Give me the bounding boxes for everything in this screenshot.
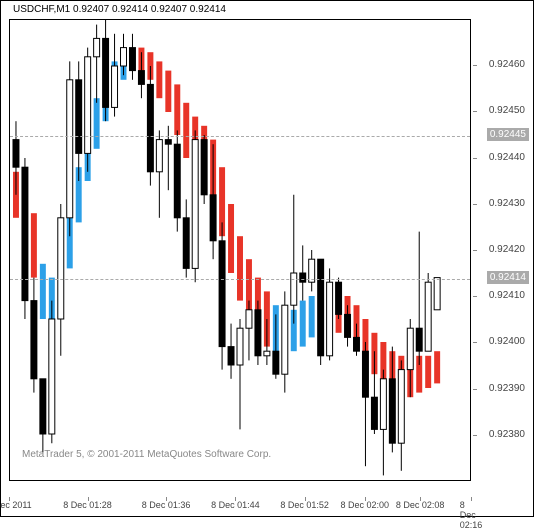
x-tick-label: 8 Dec 02:16 — [460, 500, 483, 530]
chart-title-ohlc: USDCHF,M1 0.92407 0.92414 0.92407 0.9241… — [13, 4, 226, 15]
y-tick-label: 0.92440 — [489, 152, 525, 163]
y-tick-label: 0.92380 — [489, 429, 525, 440]
x-tick-label: 8 Dec 01:44 — [211, 500, 260, 510]
y-tick-label: 0.92410 — [489, 290, 525, 301]
ohlc-values: 0.92407 0.92414 0.92407 0.92414 — [73, 4, 226, 15]
price-label: 0.92414 — [487, 271, 529, 284]
chart-svg — [10, 20, 470, 480]
y-tick-label: 0.92430 — [489, 198, 525, 209]
y-tick-label: 0.92460 — [489, 59, 525, 70]
x-axis: 8 Dec 20118 Dec 01:288 Dec 01:368 Dec 01… — [9, 500, 471, 514]
chart-container: USDCHF,M1 0.92407 0.92414 0.92407 0.9241… — [0, 0, 534, 517]
y-tick-label: 0.92420 — [489, 244, 525, 255]
x-tick-label: 8 Dec 01:28 — [63, 500, 112, 510]
symbol-title: USDCHF,M1 — [13, 4, 70, 15]
y-axis: 0.92380 0.92390 0.92400 0.92410 0.92420 0.924… — [473, 19, 529, 481]
price-label: 0.92445 — [487, 128, 529, 141]
copyright-text: MetaTrader 5, © 2001-2011 MetaQuotes Sof… — [22, 449, 271, 460]
x-tick-label: 8 Dec 2011 — [0, 500, 32, 510]
x-tick-label: 8 Dec 01:52 — [280, 500, 329, 510]
y-tick-label: 0.92400 — [489, 336, 525, 347]
chart-plot-area[interactable]: MetaTrader 5, © 2001-2011 MetaQuotes Sof… — [9, 19, 471, 481]
x-tick-label: 8 Dec 02:00 — [340, 500, 389, 510]
x-tick-label: 8 Dec 01:36 — [142, 500, 191, 510]
y-tick-label: 0.92450 — [489, 105, 525, 116]
x-tick-label: 8 Dec 02:08 — [396, 500, 445, 510]
y-tick-label: 0.92390 — [489, 383, 525, 394]
